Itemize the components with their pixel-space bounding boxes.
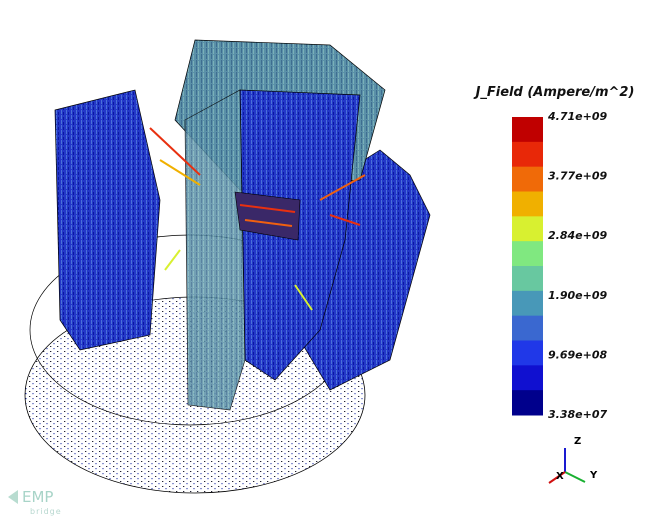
logo-sub: bridge	[30, 507, 62, 516]
hot-vectors	[149, 127, 366, 311]
pillar	[54, 89, 161, 351]
color-bar-label: 9.69e+08	[548, 348, 607, 361]
logo-name: EMP	[22, 488, 53, 506]
pillar	[184, 89, 246, 411]
color-band	[512, 191, 543, 217]
color-band	[512, 390, 543, 416]
axis-y: Y	[589, 470, 598, 481]
axes-triad: Z Y X	[548, 436, 598, 484]
color-bar-label: 1.90e+09	[548, 289, 607, 302]
color-band	[512, 340, 543, 366]
color-band	[512, 365, 543, 391]
color-band	[512, 216, 543, 242]
legend-title: J_Field (Ampere/m^2)	[473, 85, 635, 100]
color-band	[512, 166, 543, 192]
color-band	[512, 290, 543, 317]
color-band	[512, 141, 543, 168]
color-bar-label: 2.84e+09	[548, 229, 607, 242]
color-bar-label: 3.38e+07	[548, 408, 607, 421]
color-band	[512, 266, 543, 292]
color-band	[512, 241, 543, 267]
axis-z: Z	[574, 436, 581, 447]
color-bar-labels: 4.71e+09 3.77e+09 2.84e+09 1.90e+09 9.69e+08…	[547, 110, 607, 421]
hot-face	[234, 191, 301, 241]
color-bar	[512, 117, 543, 416]
color-band	[512, 315, 543, 341]
axis-x: X	[556, 471, 564, 482]
color-bar-label: 3.77e+09	[548, 170, 607, 183]
logo: EMP bridge	[8, 488, 62, 516]
render	[24, 39, 431, 494]
color-bar-label: 4.71e+09	[547, 110, 607, 123]
color-band	[512, 117, 543, 143]
